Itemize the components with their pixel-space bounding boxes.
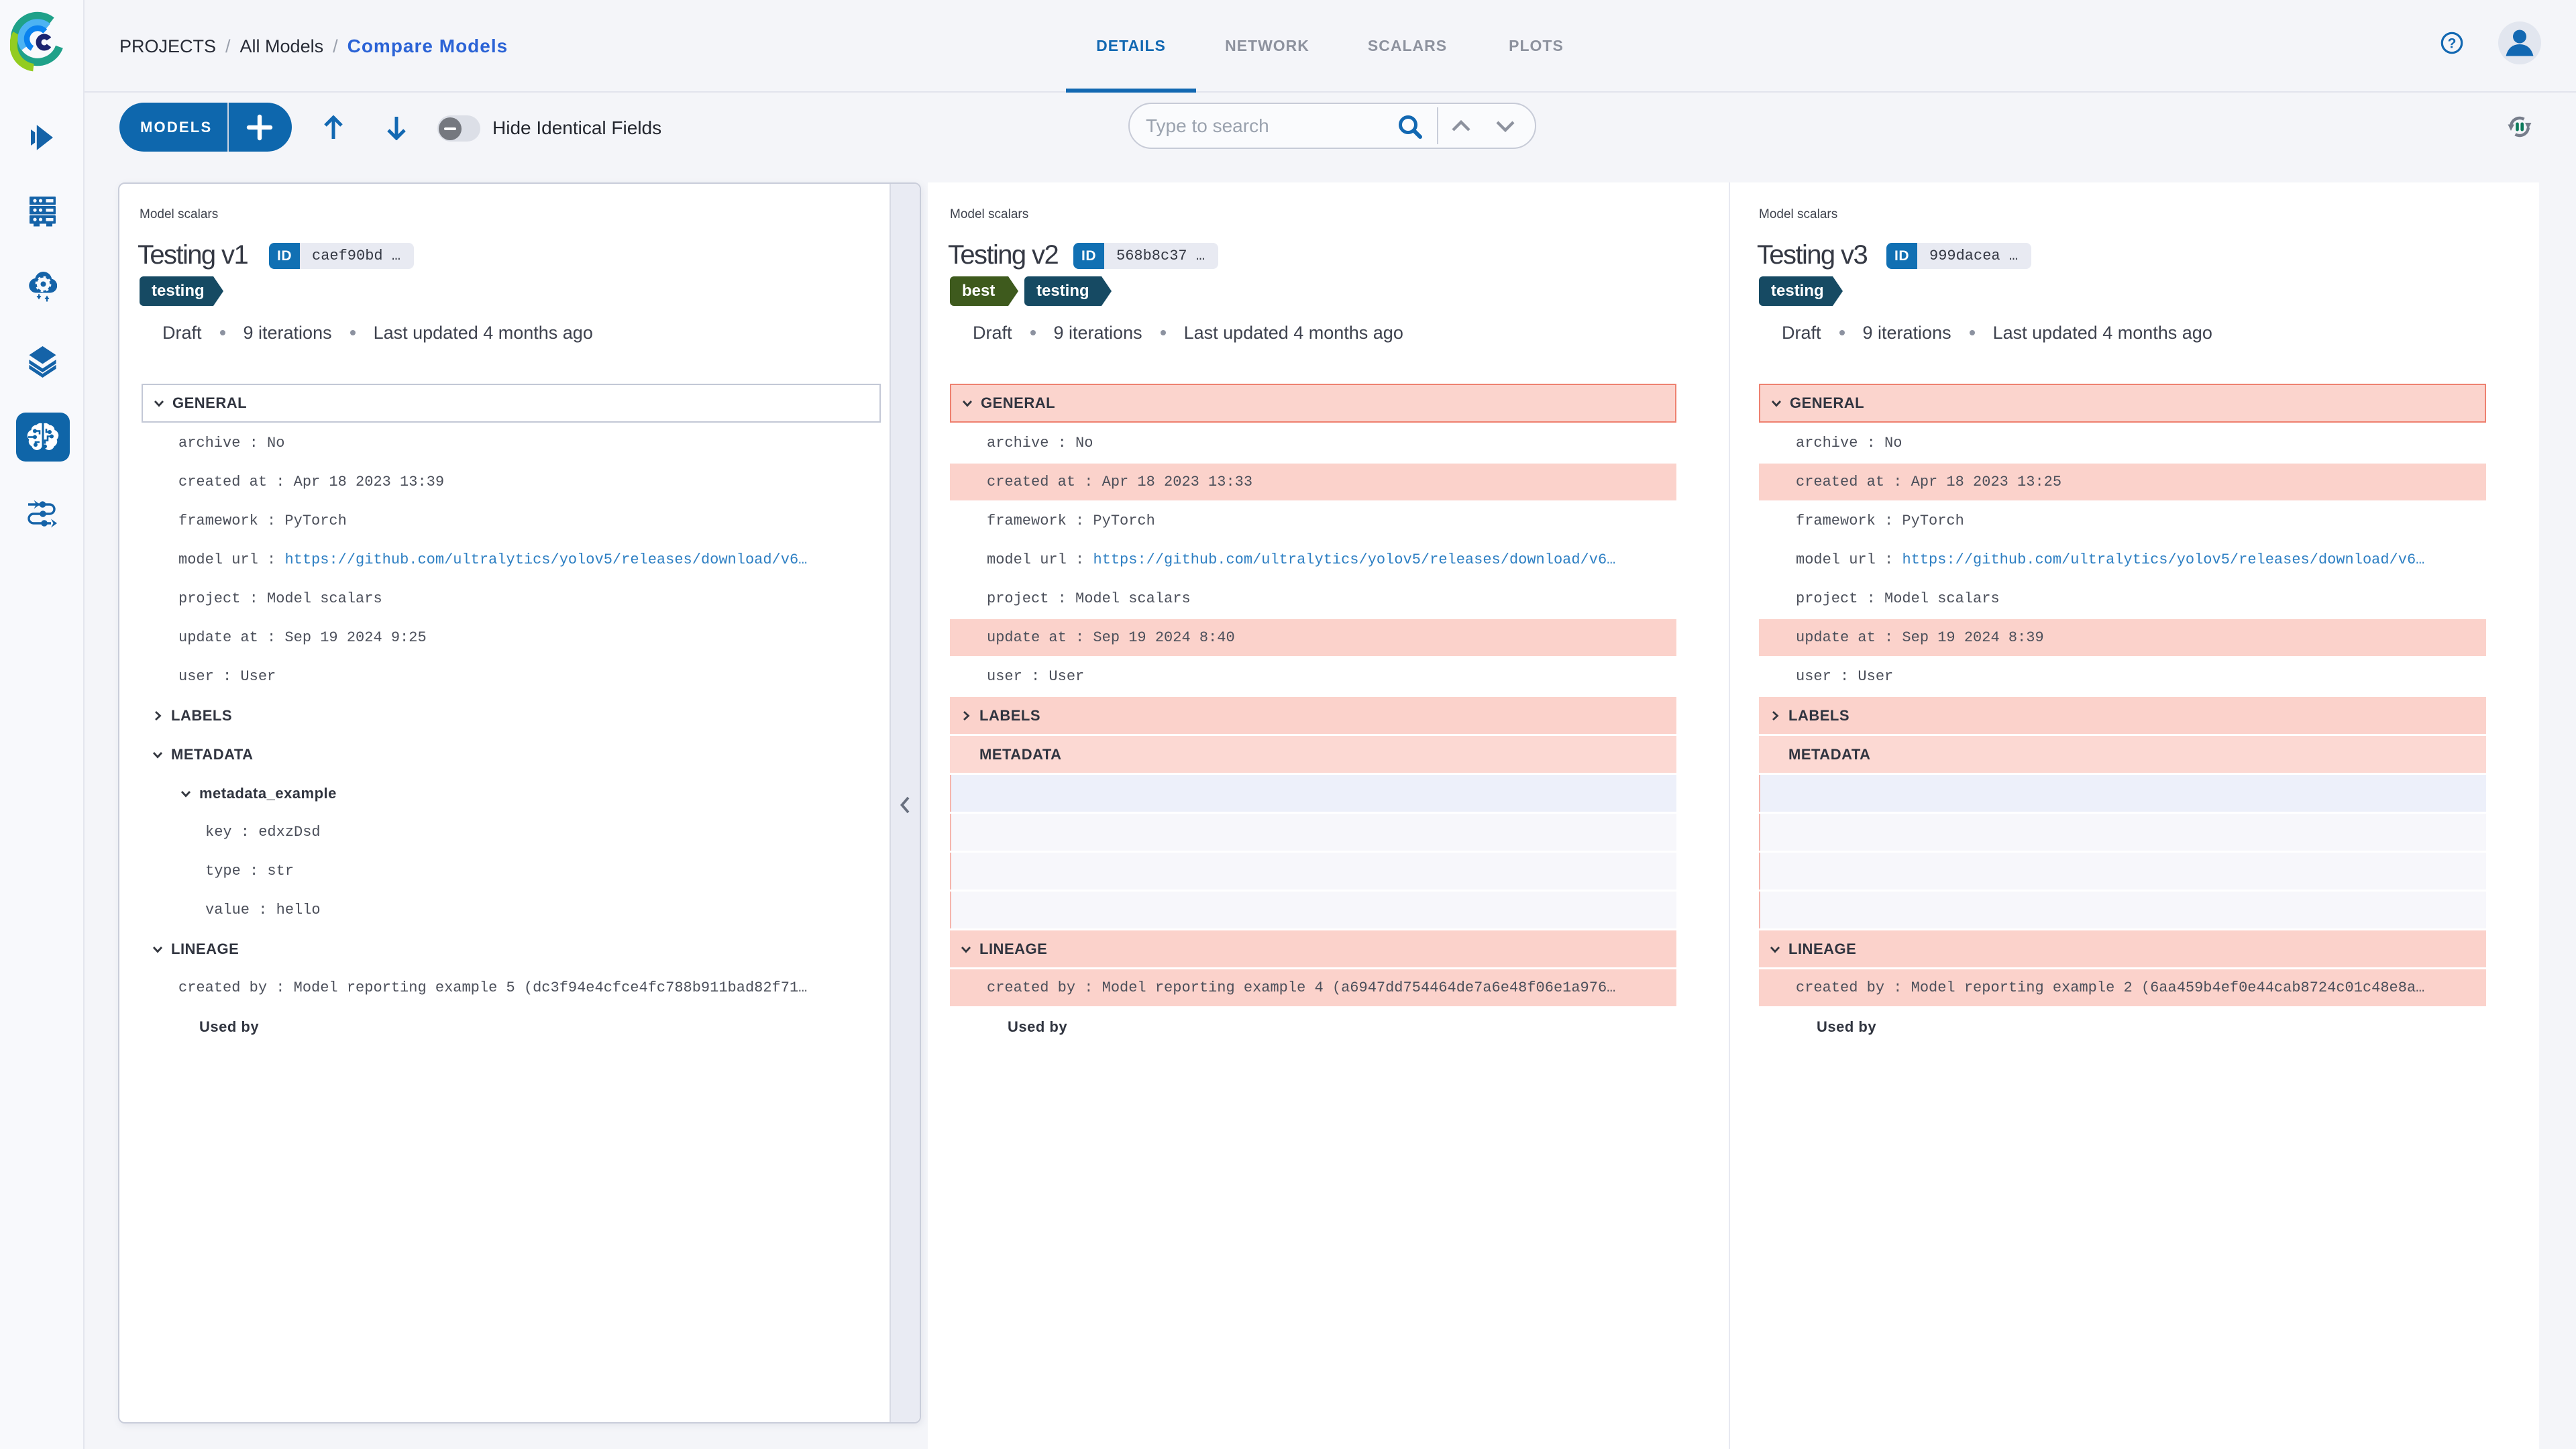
svg-text:?: ?	[2448, 36, 2457, 52]
